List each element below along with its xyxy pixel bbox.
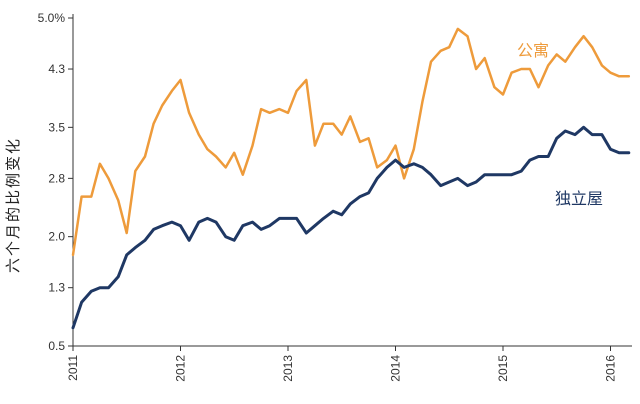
x-tick-label: 2011 <box>66 355 80 381</box>
y-axis-title: 六个月的比例变化 <box>4 137 22 273</box>
x-tick-label: 2013 <box>281 355 295 382</box>
y-tick-label: 2.0 <box>48 230 65 244</box>
series-line-apartment <box>71 27 631 257</box>
x-tick-label: 2012 <box>174 355 188 382</box>
y-tick-label: 0.5 <box>48 339 65 353</box>
y-tick-label: 1.3 <box>48 281 65 295</box>
series-label-apartment: 公寓 <box>517 41 549 60</box>
y-ticks: 0.5 1.3 2.0 2.8 3.5 4.3 5.0% <box>38 11 73 353</box>
x-tick-label: 2015 <box>496 355 510 382</box>
y-tick-label: 5.0% <box>38 11 66 25</box>
y-tick-label: 4.3 <box>48 62 65 76</box>
x-ticks: 2011 2012 2013 2014 2015 2016 <box>66 346 618 382</box>
x-tick-label: 2016 <box>604 355 618 382</box>
y-axis-title-group: 六个月的比例变化 <box>4 137 22 273</box>
x-tick-label: 2014 <box>389 355 403 382</box>
series-line-house <box>71 125 631 330</box>
series-label-house: 独立屋 <box>555 189 603 208</box>
series-lines <box>71 27 631 330</box>
y-tick-label: 2.8 <box>48 171 65 185</box>
y-tick-label: 3.5 <box>48 120 65 134</box>
